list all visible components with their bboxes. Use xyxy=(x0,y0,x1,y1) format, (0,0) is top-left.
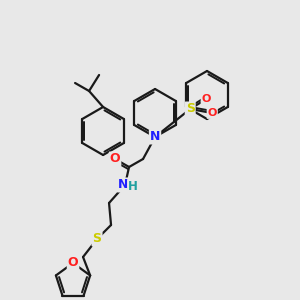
Text: N: N xyxy=(150,130,160,143)
Text: O: O xyxy=(208,108,217,118)
Text: O: O xyxy=(68,256,78,269)
Text: S: S xyxy=(92,232,101,245)
Text: N: N xyxy=(118,178,128,191)
Text: H: H xyxy=(128,181,138,194)
Text: O: O xyxy=(202,94,211,104)
Text: S: S xyxy=(186,103,195,116)
Text: O: O xyxy=(110,152,120,166)
